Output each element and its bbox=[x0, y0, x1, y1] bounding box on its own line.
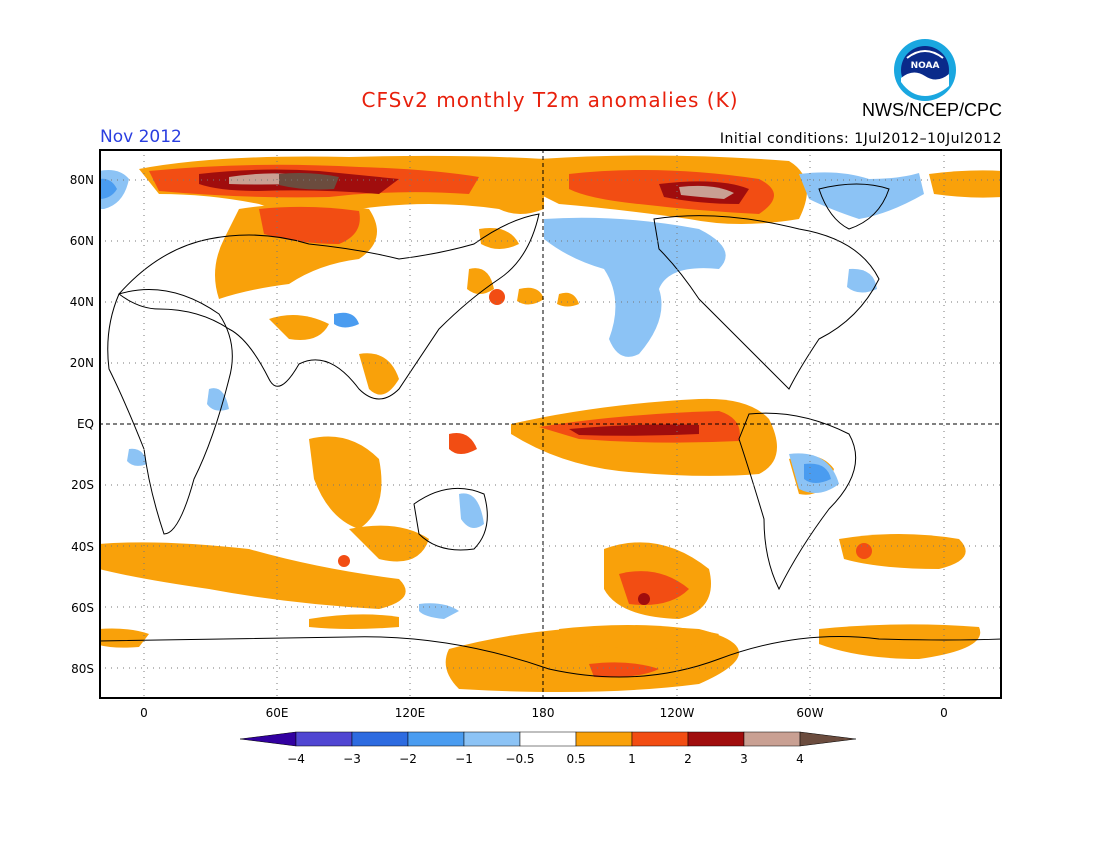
colorbar-cell bbox=[799, 731, 857, 747]
lat-label: 20N bbox=[69, 356, 94, 370]
cool-anomaly-regions bbox=[99, 170, 924, 619]
colorbar-tick-label: −1 bbox=[455, 752, 473, 766]
colorbar-tick-label: 1 bbox=[628, 752, 636, 766]
lon-label: 180 bbox=[531, 706, 555, 720]
colorbar-tick-label: −4 bbox=[287, 752, 305, 766]
agency-label: NWS/NCEP/CPC bbox=[861, 100, 1002, 120]
warm-anomaly-regions bbox=[99, 155, 1002, 693]
colorbar-tick-label: 2 bbox=[684, 752, 692, 766]
lon-label: 60W bbox=[796, 706, 824, 720]
lat-label: 60N bbox=[69, 234, 94, 248]
colorbar-cell bbox=[687, 731, 745, 747]
colorbar-cell bbox=[239, 731, 297, 747]
lat-label: 80S bbox=[71, 662, 94, 676]
lat-label: EQ bbox=[76, 417, 94, 431]
graticule bbox=[99, 149, 1002, 699]
lat-label: 80N bbox=[69, 173, 94, 187]
colorbar-cells bbox=[239, 731, 857, 747]
lon-label: 120E bbox=[394, 706, 426, 720]
colorbar-cell bbox=[631, 731, 689, 747]
colorbar-tick-label: −2 bbox=[399, 752, 417, 766]
colorbar bbox=[239, 731, 857, 747]
anomaly-map bbox=[99, 149, 1002, 699]
colorbar-tick-label: 3 bbox=[740, 752, 748, 766]
lat-label: 40S bbox=[71, 540, 94, 554]
lon-label: 0 bbox=[940, 706, 948, 720]
map-title: CFSv2 monthly T2m anomalies (K) bbox=[361, 88, 739, 112]
colorbar-tick-label: −3 bbox=[343, 752, 361, 766]
colorbar-cell bbox=[575, 731, 633, 747]
lat-label: 20S bbox=[71, 478, 94, 492]
colorbar-tick-label: 0.5 bbox=[566, 752, 586, 766]
lon-label: 120W bbox=[659, 706, 695, 720]
colorbar-cell bbox=[519, 731, 577, 747]
lat-label: 40N bbox=[69, 295, 94, 309]
colorbar-cell bbox=[295, 731, 353, 747]
initial-conditions: Initial conditions: 1Jul2012–10Jul2012 bbox=[719, 131, 1002, 147]
svg-text:NOAA: NOAA bbox=[911, 61, 940, 71]
colorbar-cell bbox=[463, 731, 521, 747]
lon-label: 60E bbox=[265, 706, 289, 720]
colorbar-tick-label: 4 bbox=[796, 752, 804, 766]
equator-dateline bbox=[99, 149, 1002, 699]
map-frame bbox=[99, 149, 1002, 699]
coastlines bbox=[99, 183, 1002, 678]
forecast-month: Nov 2012 bbox=[100, 127, 182, 147]
noaa-logo: NOAA bbox=[894, 39, 956, 101]
colorbar-tick-label: −0.5 bbox=[505, 752, 535, 766]
colorbar-cell bbox=[743, 731, 801, 747]
colorbar-cell bbox=[351, 731, 409, 747]
lat-label: 60S bbox=[71, 601, 94, 615]
colorbar-cell bbox=[407, 731, 465, 747]
lon-label: 0 bbox=[140, 706, 148, 720]
